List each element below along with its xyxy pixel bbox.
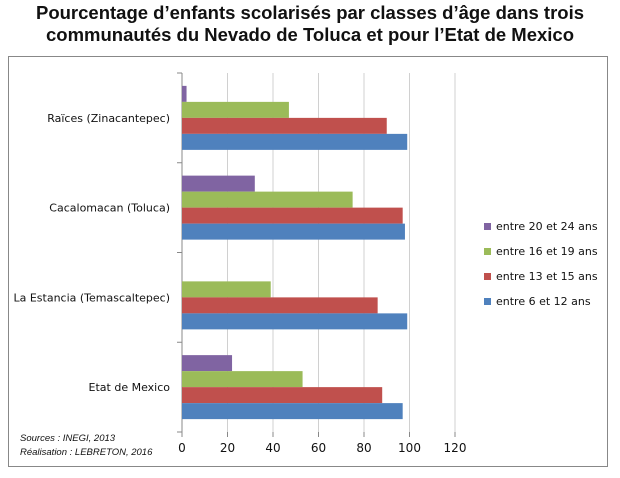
bar	[182, 175, 255, 192]
category-label: Cacalomacan (Toluca)	[49, 202, 170, 215]
x-tick-label: 60	[311, 441, 326, 455]
legend-swatch	[484, 273, 491, 280]
legend-label: entre 13 et 15 ans	[496, 270, 598, 283]
legend-label: entre 20 et 24 ans	[496, 220, 598, 233]
bar	[182, 101, 289, 118]
legend-label: entre 6 et 12 ans	[496, 295, 591, 308]
x-tick-label: 120	[444, 441, 467, 455]
bar	[182, 117, 387, 134]
legend-swatch	[484, 298, 491, 305]
x-tick-label: 40	[265, 441, 280, 455]
bar	[182, 355, 233, 372]
bar	[182, 207, 403, 224]
category-label: Etat de Mexico	[89, 381, 171, 394]
bar	[182, 403, 403, 420]
legend-swatch	[484, 248, 491, 255]
chart-title: Pourcentage d’enfants scolarisés par cla…	[0, 2, 620, 46]
x-tick-label: 100	[398, 441, 421, 455]
x-tick-label: 20	[220, 441, 235, 455]
bar	[182, 133, 408, 150]
x-tick-label: 80	[356, 441, 371, 455]
chart-frame	[8, 56, 608, 467]
legend-swatch	[484, 223, 491, 230]
bar	[182, 387, 383, 404]
bar	[182, 223, 405, 240]
bar	[182, 371, 303, 388]
chart-title-line-2: communautés du Nevado de Toluca et pour …	[45, 24, 575, 45]
legend-label: entre 16 et 19 ans	[496, 245, 598, 258]
category-label: Raïces (Zinacantepec)	[47, 112, 170, 125]
bar	[182, 313, 408, 330]
bar	[182, 191, 353, 208]
category-label: La Estancia (Temascaltepec)	[13, 291, 170, 304]
bar	[182, 281, 271, 298]
x-tick-label: 0	[178, 441, 186, 455]
chart-title-line-1: Pourcentage d’enfants scolarisés par cla…	[35, 2, 585, 23]
author-credit: Réalisation : LEBRETON, 2016	[20, 447, 153, 458]
source-credit: Sources : INEGI, 2013	[20, 433, 116, 444]
bar	[182, 297, 378, 314]
bar	[182, 85, 187, 102]
